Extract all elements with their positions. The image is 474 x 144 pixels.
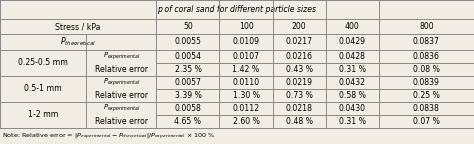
Text: 800: 800	[419, 22, 434, 31]
Text: 0.25-0.5 mm: 0.25-0.5 mm	[18, 58, 68, 67]
Text: 0.0428: 0.0428	[339, 52, 365, 60]
Text: 100: 100	[238, 22, 254, 31]
Text: 0.07 %: 0.07 %	[413, 116, 440, 126]
Text: 0.0218: 0.0218	[286, 104, 312, 113]
Text: 0.0839: 0.0839	[413, 77, 440, 87]
Bar	[0, 128, 474, 144]
Text: 0.08 %: 0.08 %	[413, 65, 440, 74]
Text: Note: Relative error = $|P_{experimental} - P_{theoretical}|/P_{experimental}$ ×: Note: Relative error = $|P_{experimental…	[2, 131, 215, 141]
Text: $P_{theoretical}$: $P_{theoretical}$	[60, 36, 96, 48]
Text: Relative error: Relative error	[95, 65, 148, 74]
Text: 2.35 %: 2.35 %	[174, 65, 201, 74]
Text: 2.60 %: 2.60 %	[233, 116, 259, 126]
Text: 1-2 mm: 1-2 mm	[28, 110, 58, 119]
Text: 0.0055: 0.0055	[174, 37, 201, 46]
Text: 4.65 %: 4.65 %	[174, 116, 201, 126]
Text: 0.0057: 0.0057	[174, 77, 201, 87]
Text: 0.0432: 0.0432	[339, 77, 365, 87]
Text: 0.31 %: 0.31 %	[339, 116, 365, 126]
Text: 0.0838: 0.0838	[413, 104, 440, 113]
Text: 0.25 %: 0.25 %	[413, 91, 440, 100]
Text: 0.73 %: 0.73 %	[286, 91, 312, 100]
Text: 0.0109: 0.0109	[233, 37, 259, 46]
Text: 400: 400	[345, 22, 360, 31]
Text: 0.0429: 0.0429	[339, 37, 365, 46]
Text: $P_{experimental}$: $P_{experimental}$	[102, 76, 140, 88]
Text: Relative error: Relative error	[95, 91, 148, 100]
Text: 0.0110: 0.0110	[232, 77, 260, 87]
Text: 0.43 %: 0.43 %	[286, 65, 312, 74]
Text: 200: 200	[292, 22, 306, 31]
Text: $P_{experimental}$: $P_{experimental}$	[102, 102, 140, 114]
Text: 0.0836: 0.0836	[413, 52, 440, 60]
Text: 0.0112: 0.0112	[232, 104, 260, 113]
Text: 0.0219: 0.0219	[286, 77, 312, 87]
Text: 0.31 %: 0.31 %	[339, 65, 365, 74]
Text: $P_{experimental}$: $P_{experimental}$	[102, 50, 140, 62]
Text: 1.30 %: 1.30 %	[233, 91, 259, 100]
Text: 1.42 %: 1.42 %	[232, 65, 260, 74]
Text: 0.0058: 0.0058	[174, 104, 201, 113]
Text: 0.0837: 0.0837	[413, 37, 440, 46]
Text: 0.0430: 0.0430	[339, 104, 365, 113]
Text: p of coral sand for different particle sizes: p of coral sand for different particle s…	[157, 5, 317, 14]
Text: Relative error: Relative error	[95, 116, 148, 126]
Text: 3.39 %: 3.39 %	[174, 91, 201, 100]
Text: 50: 50	[183, 22, 193, 31]
Text: 0.0217: 0.0217	[286, 37, 312, 46]
Text: 0.48 %: 0.48 %	[286, 116, 312, 126]
Text: Stress / kPa: Stress / kPa	[55, 22, 101, 31]
Text: 0.0216: 0.0216	[286, 52, 312, 60]
Text: 0.0054: 0.0054	[174, 52, 201, 60]
Bar	[0, 0, 474, 128]
Text: 0.0107: 0.0107	[233, 52, 259, 60]
Text: 0.5-1 mm: 0.5-1 mm	[24, 84, 62, 93]
Text: 0.58 %: 0.58 %	[339, 91, 365, 100]
